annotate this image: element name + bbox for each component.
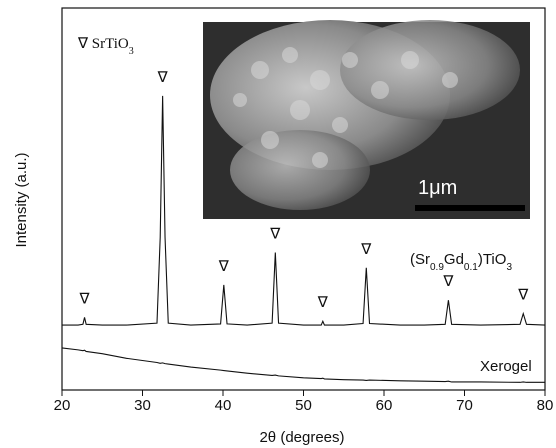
chart: 1μm 2θ (degrees) Intensity (a.u.) 20 30 40…	[0, 0, 556, 448]
series-label-part: 0.9	[430, 262, 444, 273]
x-tick-label: 80	[537, 397, 554, 414]
peak-marker: ∇	[157, 70, 169, 86]
series-label-part: 3	[506, 262, 512, 273]
series-label-part: Gd	[444, 251, 464, 268]
x-tick-label: 70	[456, 397, 473, 414]
series-label-part: 0.1	[464, 262, 478, 273]
peak-marker: ∇	[317, 295, 329, 311]
peak-marker: ∇	[517, 288, 529, 304]
series-line	[62, 348, 545, 382]
peak-marker: ∇	[360, 242, 372, 258]
legend-label: ∇ SrTiO3	[77, 36, 134, 57]
peak-marker: ∇	[79, 291, 91, 307]
series-label: Xerogel	[480, 358, 532, 375]
series-label-part: )TiO	[478, 251, 507, 268]
x-tick-label: 50	[295, 397, 312, 414]
x-tick-label: 20	[54, 397, 71, 414]
peak-marker: ∇	[442, 274, 454, 290]
x-tick-label: 30	[134, 397, 151, 414]
inset-image: 1μm	[203, 20, 530, 219]
peak-marker: ∇	[218, 259, 230, 275]
y-axis-label: Intensity (a.u.)	[13, 152, 30, 247]
legend-label-part: ∇ SrTiO	[77, 36, 129, 52]
x-tick-label: 40	[215, 397, 232, 414]
scale-bar-label: 1μm	[418, 177, 457, 199]
series-label-part: (Sr	[410, 251, 430, 268]
legend-label-part: 3	[129, 46, 134, 57]
x-axis-label: 2θ (degrees)	[259, 429, 344, 446]
peak-marker: ∇	[269, 226, 281, 242]
x-tick-label: 60	[376, 397, 393, 414]
series-label: (Sr0.9Gd0.1)TiO3	[410, 251, 512, 273]
